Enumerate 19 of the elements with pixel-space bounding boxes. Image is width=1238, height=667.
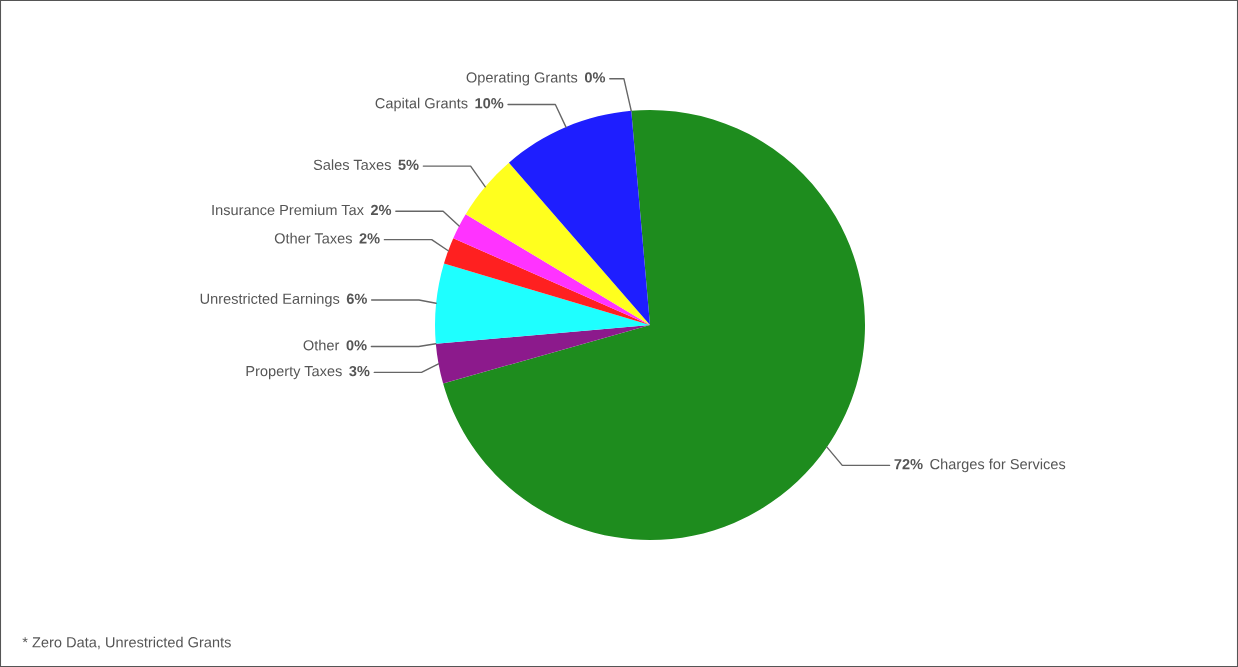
slice-label: Capital Grants [375,97,468,112]
slice-label: Property Taxes [246,366,342,380]
data-label: 3% [349,365,370,377]
data-label: 72% [894,458,923,470]
data-label: 2% [359,233,380,244]
data-label: 5% [398,159,419,170]
slice-label: Unrestricted Earnings [200,293,340,307]
data-label: 6% [346,293,367,304]
slice-label: Sales Taxes [313,159,391,170]
text: 0% [584,72,606,83]
text: * Zero Data, Unrestricted Grants [22,636,231,650]
slice-label: Charges for Services [930,458,1066,473]
legend-label: Other [303,339,340,351]
text: 0% [346,340,367,351]
data-label: 10% [475,98,504,109]
slice-label: Insurance Premium Tax [212,204,364,216]
data-label: 2% [370,204,392,216]
category-label: Operating Grants [466,71,578,86]
slice-label: Other Taxes [274,232,352,244]
